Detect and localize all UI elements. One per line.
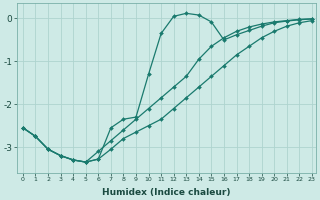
X-axis label: Humidex (Indice chaleur): Humidex (Indice chaleur) <box>102 188 230 197</box>
